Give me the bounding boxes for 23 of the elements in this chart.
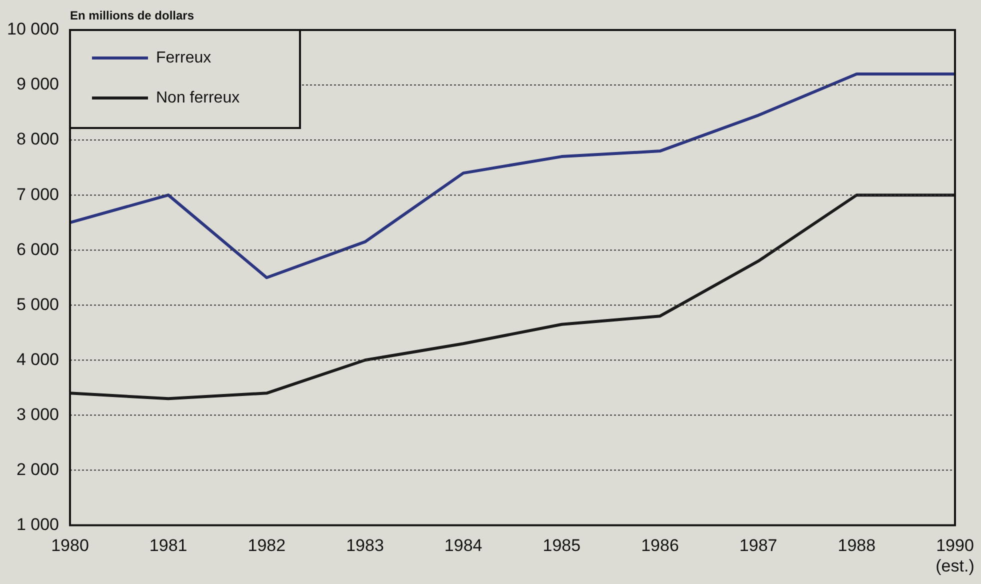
x-tick-label: 1986 — [641, 536, 679, 556]
x-tick-label: 1981 — [149, 536, 188, 556]
legend-label: Non ferreux — [156, 89, 240, 106]
y-tick-label: 5 000 — [16, 294, 59, 314]
x-tick-label: 1984 — [444, 536, 482, 556]
x-tick-label: 1988 — [838, 536, 876, 556]
y-tick-label: 4 000 — [16, 350, 59, 369]
y-tick-label: 3 000 — [16, 404, 59, 424]
x-tick-label: 1985 — [542, 536, 581, 556]
y-tick-label: 10 000 — [6, 20, 59, 39]
x-tick-label: 1990 (est.) — [936, 536, 974, 576]
x-tick-label: 1982 — [248, 536, 286, 556]
y-axis-title: En millions de dollars — [70, 8, 194, 22]
legend-label: Ferreux — [156, 49, 212, 66]
y-tick-label: 1 000 — [16, 514, 59, 534]
y-tick-label: 2 000 — [16, 460, 59, 479]
y-tick-label: 6 000 — [16, 240, 59, 259]
x-tick-label: 1980 — [51, 536, 89, 556]
y-tick-label: 9 000 — [16, 74, 59, 94]
y-tick-label: 8 000 — [16, 130, 59, 149]
y-tick-label: 7 000 — [16, 184, 59, 204]
x-tick-label: 1983 — [346, 536, 384, 556]
x-tick-label: 1987 — [739, 536, 778, 556]
